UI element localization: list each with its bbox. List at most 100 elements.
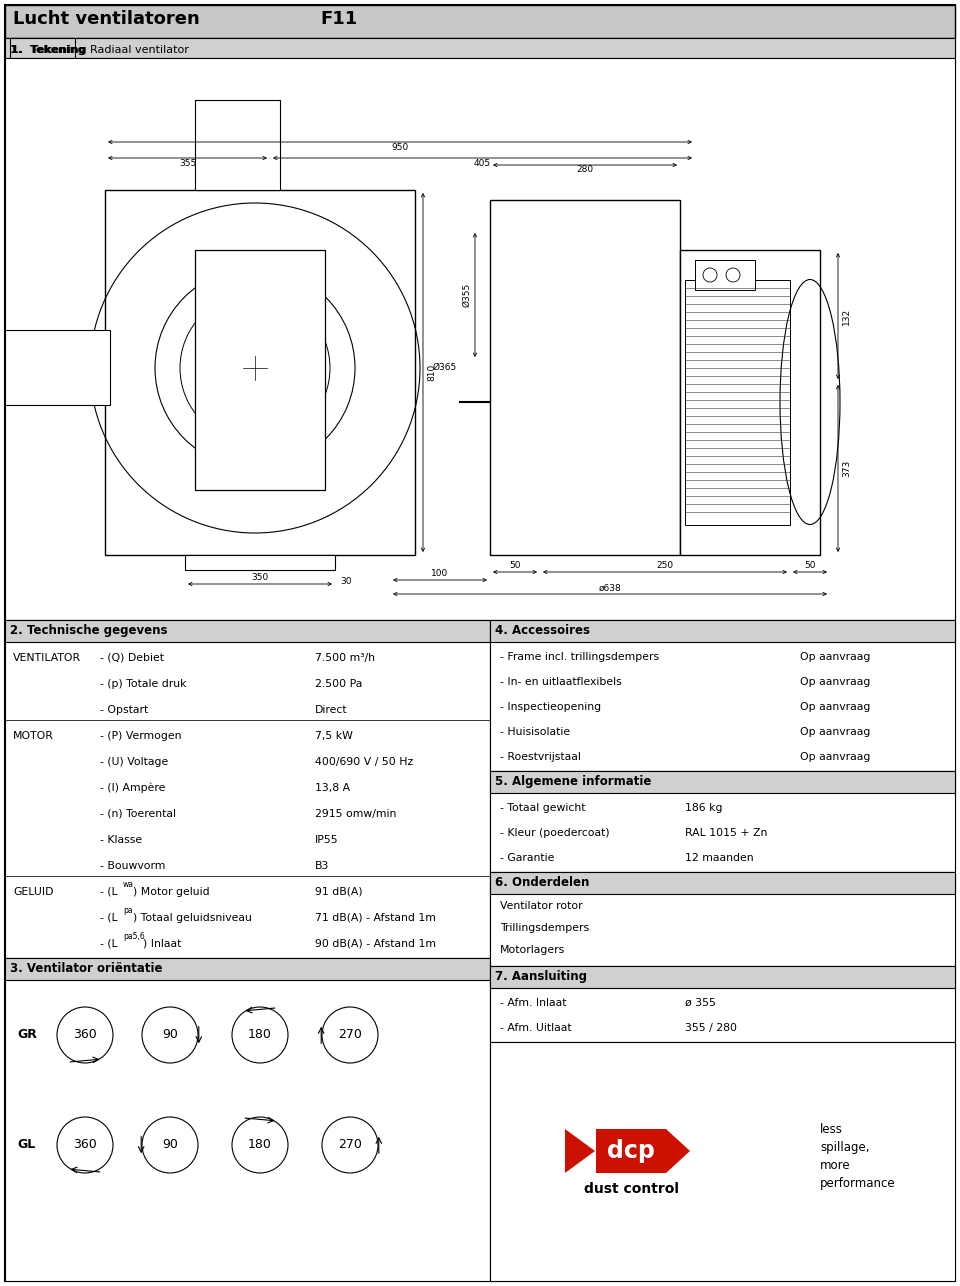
Text: 180: 180 <box>248 1138 272 1151</box>
Text: pa: pa <box>123 907 132 916</box>
Text: more: more <box>820 1159 851 1172</box>
Text: dcp: dcp <box>607 1139 655 1163</box>
Text: Op aanvraag: Op aanvraag <box>800 676 871 687</box>
Text: 12 maanden: 12 maanden <box>685 853 754 863</box>
Bar <box>5 39 955 58</box>
Text: 13,8 A: 13,8 A <box>315 783 350 793</box>
Text: 4. Accessoires: 4. Accessoires <box>495 624 590 637</box>
Bar <box>195 100 280 190</box>
Polygon shape <box>565 1129 595 1173</box>
Text: - Garantie: - Garantie <box>500 853 554 863</box>
Text: Op aanvraag: Op aanvraag <box>800 752 871 763</box>
Bar <box>5 620 490 958</box>
Text: Radiaal ventilator: Radiaal ventilator <box>90 45 189 55</box>
Text: 30: 30 <box>340 577 351 586</box>
Text: 950: 950 <box>392 143 409 152</box>
Bar <box>10 39 75 58</box>
Text: 280: 280 <box>576 166 593 175</box>
Bar <box>185 556 335 570</box>
Bar <box>5 58 955 620</box>
Text: 5. Algemene informatie: 5. Algemene informatie <box>495 775 652 788</box>
Bar <box>5 331 110 405</box>
Text: 2. Technische gegevens: 2. Technische gegevens <box>10 624 167 637</box>
Text: - Inspectieopening: - Inspectieopening <box>500 702 601 712</box>
Bar <box>5 958 490 1281</box>
Bar <box>596 1129 666 1173</box>
Bar <box>195 249 325 490</box>
Text: ) Totaal geluidsniveau: ) Totaal geluidsniveau <box>133 913 252 923</box>
Bar <box>490 620 955 772</box>
Text: 7,5 kW: 7,5 kW <box>315 730 353 741</box>
Bar <box>490 966 955 1042</box>
Text: 7.500 m³/h: 7.500 m³/h <box>315 653 375 664</box>
Text: Trillingsdempers: Trillingsdempers <box>500 923 589 934</box>
Text: 810: 810 <box>427 364 436 381</box>
Text: - (Q) Debiet: - (Q) Debiet <box>100 653 164 664</box>
Bar <box>685 280 790 525</box>
Text: - (L: - (L <box>100 887 118 898</box>
Text: Motorlagers: Motorlagers <box>500 945 565 955</box>
Text: dust control: dust control <box>584 1182 679 1196</box>
Text: 360: 360 <box>73 1029 97 1042</box>
Text: 90: 90 <box>162 1029 178 1042</box>
Text: IP55: IP55 <box>315 835 339 845</box>
Bar <box>680 249 820 556</box>
Bar <box>5 958 490 980</box>
Text: 400/690 V / 50 Hz: 400/690 V / 50 Hz <box>315 757 413 766</box>
Text: 2.500 Pa: 2.500 Pa <box>315 679 362 689</box>
Text: 90 dB(A) - Afstand 1m: 90 dB(A) - Afstand 1m <box>315 939 436 949</box>
Text: 6. Onderdelen: 6. Onderdelen <box>495 876 589 889</box>
Text: F11: F11 <box>320 10 357 28</box>
Text: 7. Aansluiting: 7. Aansluiting <box>495 970 587 983</box>
Text: 50: 50 <box>804 562 816 571</box>
Bar <box>5 620 490 642</box>
Text: spillage,: spillage, <box>820 1141 870 1154</box>
Text: 1.  Tekening: 1. Tekening <box>11 45 86 55</box>
Text: 91 dB(A): 91 dB(A) <box>315 887 363 898</box>
Text: - Frame incl. trillingsdempers: - Frame incl. trillingsdempers <box>500 652 660 662</box>
Text: 2915 omw/min: 2915 omw/min <box>315 809 396 819</box>
Text: - Roestvrijstaal: - Roestvrijstaal <box>500 752 581 763</box>
Text: - Kleur (poedercoat): - Kleur (poedercoat) <box>500 828 610 838</box>
Text: Lucht ventilatoren: Lucht ventilatoren <box>13 10 200 28</box>
Text: 50: 50 <box>509 562 520 571</box>
Text: GELUID: GELUID <box>13 887 54 898</box>
Text: Op aanvraag: Op aanvraag <box>800 702 871 712</box>
Text: 405: 405 <box>474 158 492 167</box>
Text: Direct: Direct <box>315 705 348 715</box>
Text: - Totaal gewicht: - Totaal gewicht <box>500 802 586 813</box>
Text: - In- en uitlaatflexibels: - In- en uitlaatflexibels <box>500 676 622 687</box>
Bar <box>490 872 955 966</box>
Text: GR: GR <box>17 1029 36 1042</box>
Text: 250: 250 <box>657 562 674 571</box>
Text: - (P) Vermogen: - (P) Vermogen <box>100 730 181 741</box>
Text: wa: wa <box>123 880 134 889</box>
Text: Ø365: Ø365 <box>433 363 457 372</box>
Text: - (L: - (L <box>100 939 118 949</box>
Text: pa5,6: pa5,6 <box>123 932 145 941</box>
Text: - (U) Voltage: - (U) Voltage <box>100 757 168 766</box>
Text: 373: 373 <box>842 460 851 477</box>
Bar <box>490 966 955 988</box>
Text: 100: 100 <box>431 570 448 579</box>
Text: B3: B3 <box>315 862 329 871</box>
Bar <box>490 201 680 556</box>
Text: 132: 132 <box>842 307 851 324</box>
Text: performance: performance <box>820 1177 896 1190</box>
Polygon shape <box>666 1129 690 1173</box>
Text: - Klasse: - Klasse <box>100 835 142 845</box>
Text: 350: 350 <box>252 574 269 583</box>
Text: 180: 180 <box>248 1029 272 1042</box>
Text: VENTILATOR: VENTILATOR <box>13 653 82 664</box>
Text: - (p) Totale druk: - (p) Totale druk <box>100 679 186 689</box>
Text: ) Inlaat: ) Inlaat <box>143 939 181 949</box>
Text: less: less <box>820 1123 843 1136</box>
Text: 3. Ventilator oriëntatie: 3. Ventilator oriëntatie <box>10 962 162 975</box>
Text: - Bouwvorm: - Bouwvorm <box>100 862 165 871</box>
Text: Op aanvraag: Op aanvraag <box>800 652 871 662</box>
Text: GL: GL <box>18 1138 36 1151</box>
Text: 355: 355 <box>179 158 196 167</box>
Bar <box>490 772 955 793</box>
Text: 355 / 280: 355 / 280 <box>685 1022 737 1033</box>
Bar <box>490 620 955 642</box>
